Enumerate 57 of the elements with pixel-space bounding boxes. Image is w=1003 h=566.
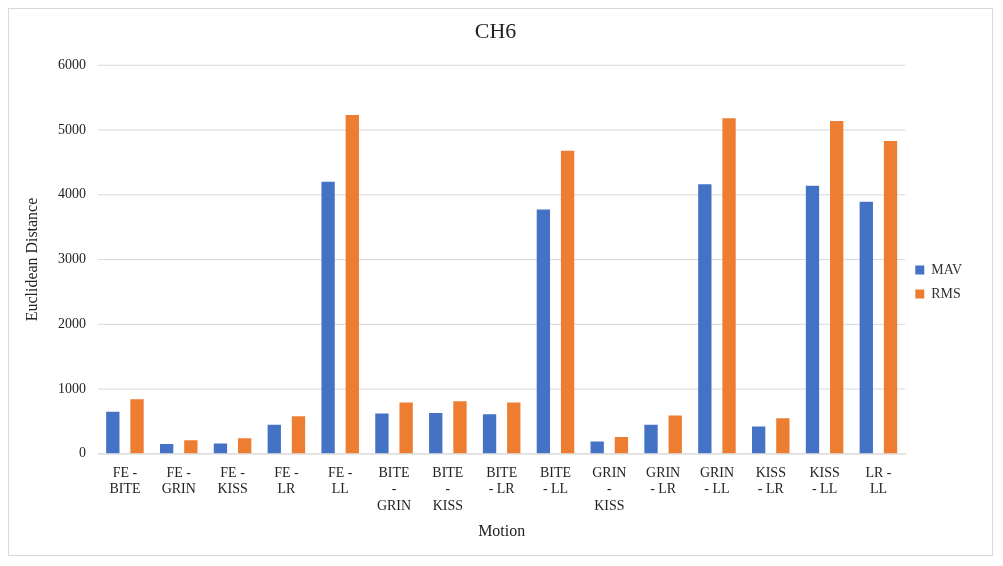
bar xyxy=(345,115,359,454)
y-tick-label: 5000 xyxy=(58,121,87,137)
bar xyxy=(830,120,844,454)
y-tick-label: 4000 xyxy=(58,186,87,202)
bar xyxy=(238,438,252,454)
bar xyxy=(560,150,575,454)
legend-label: MAV xyxy=(931,261,963,277)
bar xyxy=(722,118,736,454)
bar xyxy=(805,185,820,454)
x-tick-label: BITE - LL xyxy=(539,464,571,497)
x-tick-label: FE - GRIN xyxy=(161,464,196,497)
x-tick-label: BITE - KISS xyxy=(432,464,464,514)
x-tick-label: FE - KISS xyxy=(217,464,248,497)
x-tick-label: GRIN - KISS xyxy=(592,464,627,514)
x-tick-label: BITE - LR xyxy=(486,464,518,497)
y-tick-label: 2000 xyxy=(58,315,87,331)
y-axis-title: Euclidean Distance xyxy=(22,197,40,322)
bar xyxy=(507,402,521,454)
bar xyxy=(536,209,551,454)
bar xyxy=(375,413,389,454)
bar xyxy=(130,399,144,454)
y-tick-label: 6000 xyxy=(58,56,87,72)
bar xyxy=(644,424,658,454)
y-tick-label: 0 xyxy=(79,445,87,461)
bar xyxy=(883,140,898,454)
x-tick-label: GRIN - LL xyxy=(699,464,735,497)
x-tick-label: FE - LR xyxy=(274,464,299,497)
x-tick-label: KISS - LL xyxy=(809,464,840,497)
bar xyxy=(453,401,467,454)
bar xyxy=(698,184,712,454)
legend-label: RMS xyxy=(931,285,961,301)
x-tick-label: FE - LL xyxy=(327,464,353,497)
bar xyxy=(776,418,790,454)
x-tick-label: KISS - LR xyxy=(755,464,786,497)
bar xyxy=(291,416,306,454)
x-axis-title: Motion xyxy=(478,521,526,539)
bar xyxy=(184,440,198,454)
y-tick-label: 1000 xyxy=(58,380,87,396)
x-tick-label: BITE - GRIN xyxy=(376,464,412,514)
bar xyxy=(482,414,497,454)
x-tick-label: LR - LL xyxy=(865,464,892,497)
bar xyxy=(106,411,120,454)
bar xyxy=(859,201,873,454)
bar xyxy=(399,402,413,454)
bar xyxy=(429,412,443,454)
x-tick-label: GRIN - LR xyxy=(646,464,681,497)
bar xyxy=(590,441,604,454)
bar xyxy=(614,436,629,454)
bar xyxy=(159,444,174,454)
bar xyxy=(321,181,335,454)
bar xyxy=(751,426,766,454)
bar xyxy=(668,415,682,454)
bar xyxy=(213,443,228,454)
x-tick-label: FE - BITE xyxy=(109,464,141,497)
chart-title: CH6 xyxy=(474,17,517,43)
bar xyxy=(267,424,281,454)
y-tick-label: 3000 xyxy=(58,251,87,267)
